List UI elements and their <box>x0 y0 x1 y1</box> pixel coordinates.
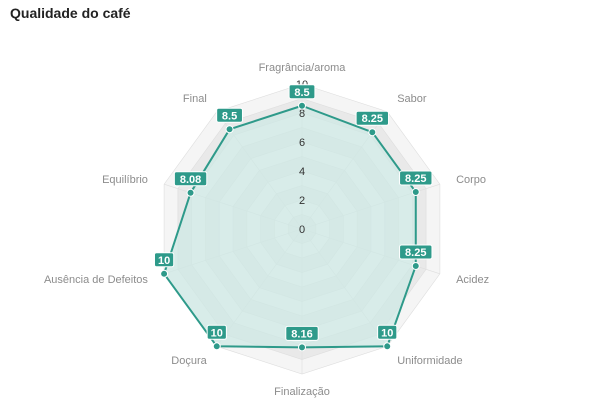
data-label-box <box>399 170 433 186</box>
data-label: 8.5 <box>288 84 316 100</box>
data-label: 8.25 <box>399 244 433 260</box>
data-label-box <box>399 244 433 260</box>
data-label-box <box>377 324 398 340</box>
data-label-text: 8.16 <box>291 328 312 340</box>
axis-label: Fragrância/aroma <box>259 62 347 74</box>
axis-labels: Fragrância/aroma Sabor Corpo Acidez Uniformi… <box>44 62 489 398</box>
data-point <box>411 188 420 197</box>
data-label-text: 8.5 <box>222 110 237 122</box>
page-title: Qualidade do café <box>10 5 131 21</box>
data-label-text: 8.25 <box>405 173 426 185</box>
data-point <box>411 261 420 270</box>
data-label-text: 10 <box>158 255 170 267</box>
data-label-box <box>355 110 390 126</box>
data-label: 8.25 <box>355 110 390 126</box>
tick-label: 4 <box>299 166 305 178</box>
data-point <box>383 342 392 351</box>
axis-label: Final <box>183 93 207 105</box>
data-label: 8.16 <box>285 325 319 341</box>
data-point <box>212 342 221 351</box>
tick-label: 0 <box>299 224 305 236</box>
data-label-text: 8.25 <box>362 113 383 125</box>
data-label: 8.08 <box>173 171 208 187</box>
data-point <box>298 101 306 110</box>
data-label-text: 8.25 <box>405 247 426 259</box>
data-point <box>160 269 169 278</box>
tick-label: 6 <box>299 137 305 149</box>
data-point <box>298 343 306 352</box>
data-label: 10 <box>154 252 175 268</box>
data-label-box <box>173 171 208 187</box>
data-label-box <box>285 325 319 341</box>
data-labels: 8.5 8.25 8.25 8.25 10 8.16 10 10 8.08 8.5 <box>154 84 433 341</box>
data-label-text: 8.08 <box>180 174 201 186</box>
data-label-box <box>154 252 175 268</box>
tick-label: 8 <box>299 108 305 120</box>
data-label-box <box>288 84 316 100</box>
axis-label: Equilíbrio <box>102 174 148 186</box>
data-label: 8.25 <box>399 170 433 186</box>
axis-label: Sabor <box>397 93 427 105</box>
data-label-box <box>216 107 243 123</box>
data-markers <box>160 101 420 352</box>
data-label-text: 10 <box>381 327 393 339</box>
data-label-text: 10 <box>211 327 223 339</box>
data-point <box>186 188 195 197</box>
data-point <box>225 125 234 134</box>
data-label: 8.5 <box>216 107 243 123</box>
data-label-box <box>206 324 227 340</box>
data-label: 10 <box>377 324 398 340</box>
axis-label: Doçura <box>171 355 207 367</box>
axis-label: Corpo <box>456 174 486 186</box>
axis-label: Uniformidade <box>397 355 462 367</box>
axis-label: Acidez <box>456 274 489 286</box>
axis-label: Finalização <box>274 386 330 398</box>
data-point <box>368 128 377 137</box>
tick-label: 2 <box>299 195 305 207</box>
axis-label: Ausência de Defeitos <box>44 274 148 286</box>
data-label: 10 <box>206 324 227 340</box>
data-label-text: 8.5 <box>294 87 309 99</box>
